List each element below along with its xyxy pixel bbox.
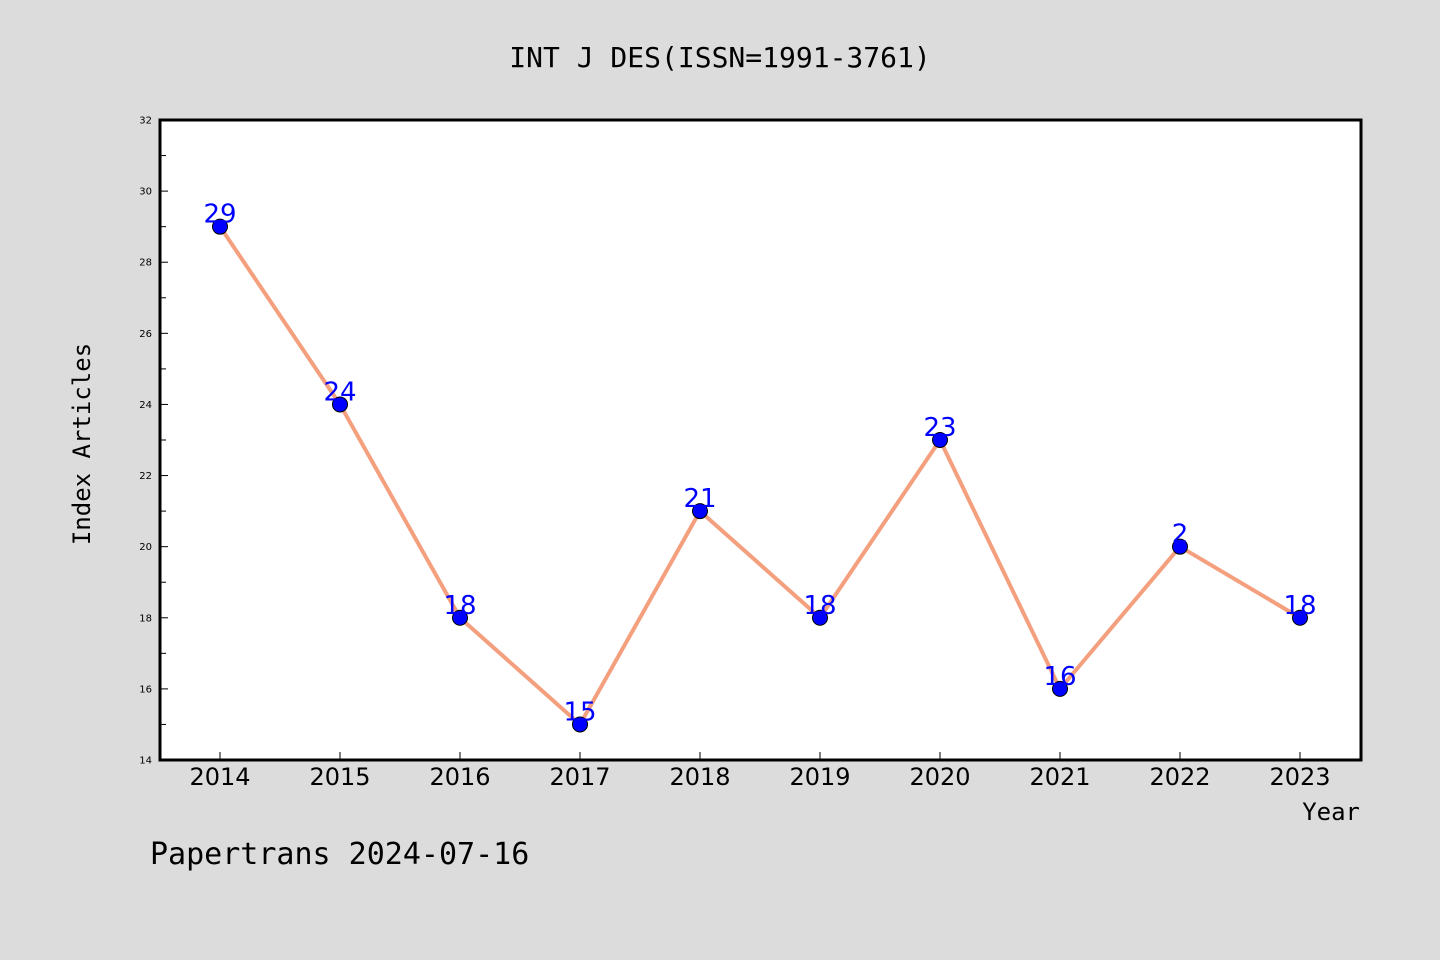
data-label: 15 bbox=[563, 697, 596, 727]
data-label: 21 bbox=[683, 484, 716, 514]
data-label: 16 bbox=[1043, 662, 1076, 692]
footer-text: Papertrans 2024-07-16 bbox=[150, 837, 529, 872]
y-tick-label: 18 bbox=[139, 613, 152, 624]
data-point bbox=[812, 609, 828, 626]
data-label: 29 bbox=[203, 200, 236, 230]
data-label: 18 bbox=[443, 591, 476, 621]
data-label: 18 bbox=[1283, 591, 1316, 621]
y-tick-label: 30 bbox=[139, 187, 152, 198]
data-point bbox=[452, 609, 468, 626]
data-point bbox=[1052, 680, 1068, 697]
data-label: 18 bbox=[803, 591, 836, 621]
chart-title: INT J DES(ISSN=1991-3761) bbox=[509, 41, 930, 74]
data-point bbox=[692, 503, 708, 520]
y-tick-label: 24 bbox=[139, 400, 152, 411]
y-tick-label: 22 bbox=[139, 471, 152, 482]
y-tick-label: 16 bbox=[139, 684, 152, 695]
data-point bbox=[332, 396, 348, 413]
data-point bbox=[1172, 538, 1188, 555]
data-point bbox=[212, 218, 228, 235]
plot-frame bbox=[158, 118, 1363, 762]
y-axis-label: Index Articles bbox=[68, 343, 96, 545]
y-tick-label: 28 bbox=[139, 258, 152, 269]
data-point bbox=[572, 716, 588, 733]
x-tick-label: 2017 bbox=[549, 763, 610, 791]
data-label: 23 bbox=[923, 413, 956, 443]
data-point bbox=[932, 432, 948, 448]
data-label: 24 bbox=[323, 377, 356, 407]
series-line-group: 29 24 18 15 21 18 23 16 2 18 bbox=[203, 200, 1317, 733]
y-tick-label: 20 bbox=[139, 542, 152, 553]
plot-area bbox=[160, 120, 1361, 760]
x-tick-label: 2014 bbox=[189, 763, 250, 791]
x-tick-label: 2019 bbox=[789, 763, 850, 791]
y-tick-label: 26 bbox=[139, 329, 152, 340]
x-axis: 2014 2015 2016 2017 2018 2019 2020 2021 2022 2023 bbox=[189, 752, 1331, 791]
y-tick-label: 14 bbox=[139, 756, 152, 767]
x-tick-label: 2022 bbox=[1149, 763, 1210, 791]
x-tick-label: 2016 bbox=[429, 763, 490, 791]
x-tick-label: 2018 bbox=[669, 763, 730, 791]
data-label: 2 bbox=[1172, 520, 1189, 550]
x-tick-label: 2015 bbox=[309, 763, 370, 791]
data-point bbox=[1292, 609, 1308, 626]
y-tick-label: 32 bbox=[139, 116, 152, 127]
x-tick-label: 2020 bbox=[909, 763, 970, 791]
x-axis-label: Year bbox=[1302, 798, 1360, 826]
x-tick-label: 2021 bbox=[1029, 763, 1090, 791]
series-line bbox=[218, 225, 1302, 727]
x-tick-label: 2023 bbox=[1269, 763, 1330, 791]
